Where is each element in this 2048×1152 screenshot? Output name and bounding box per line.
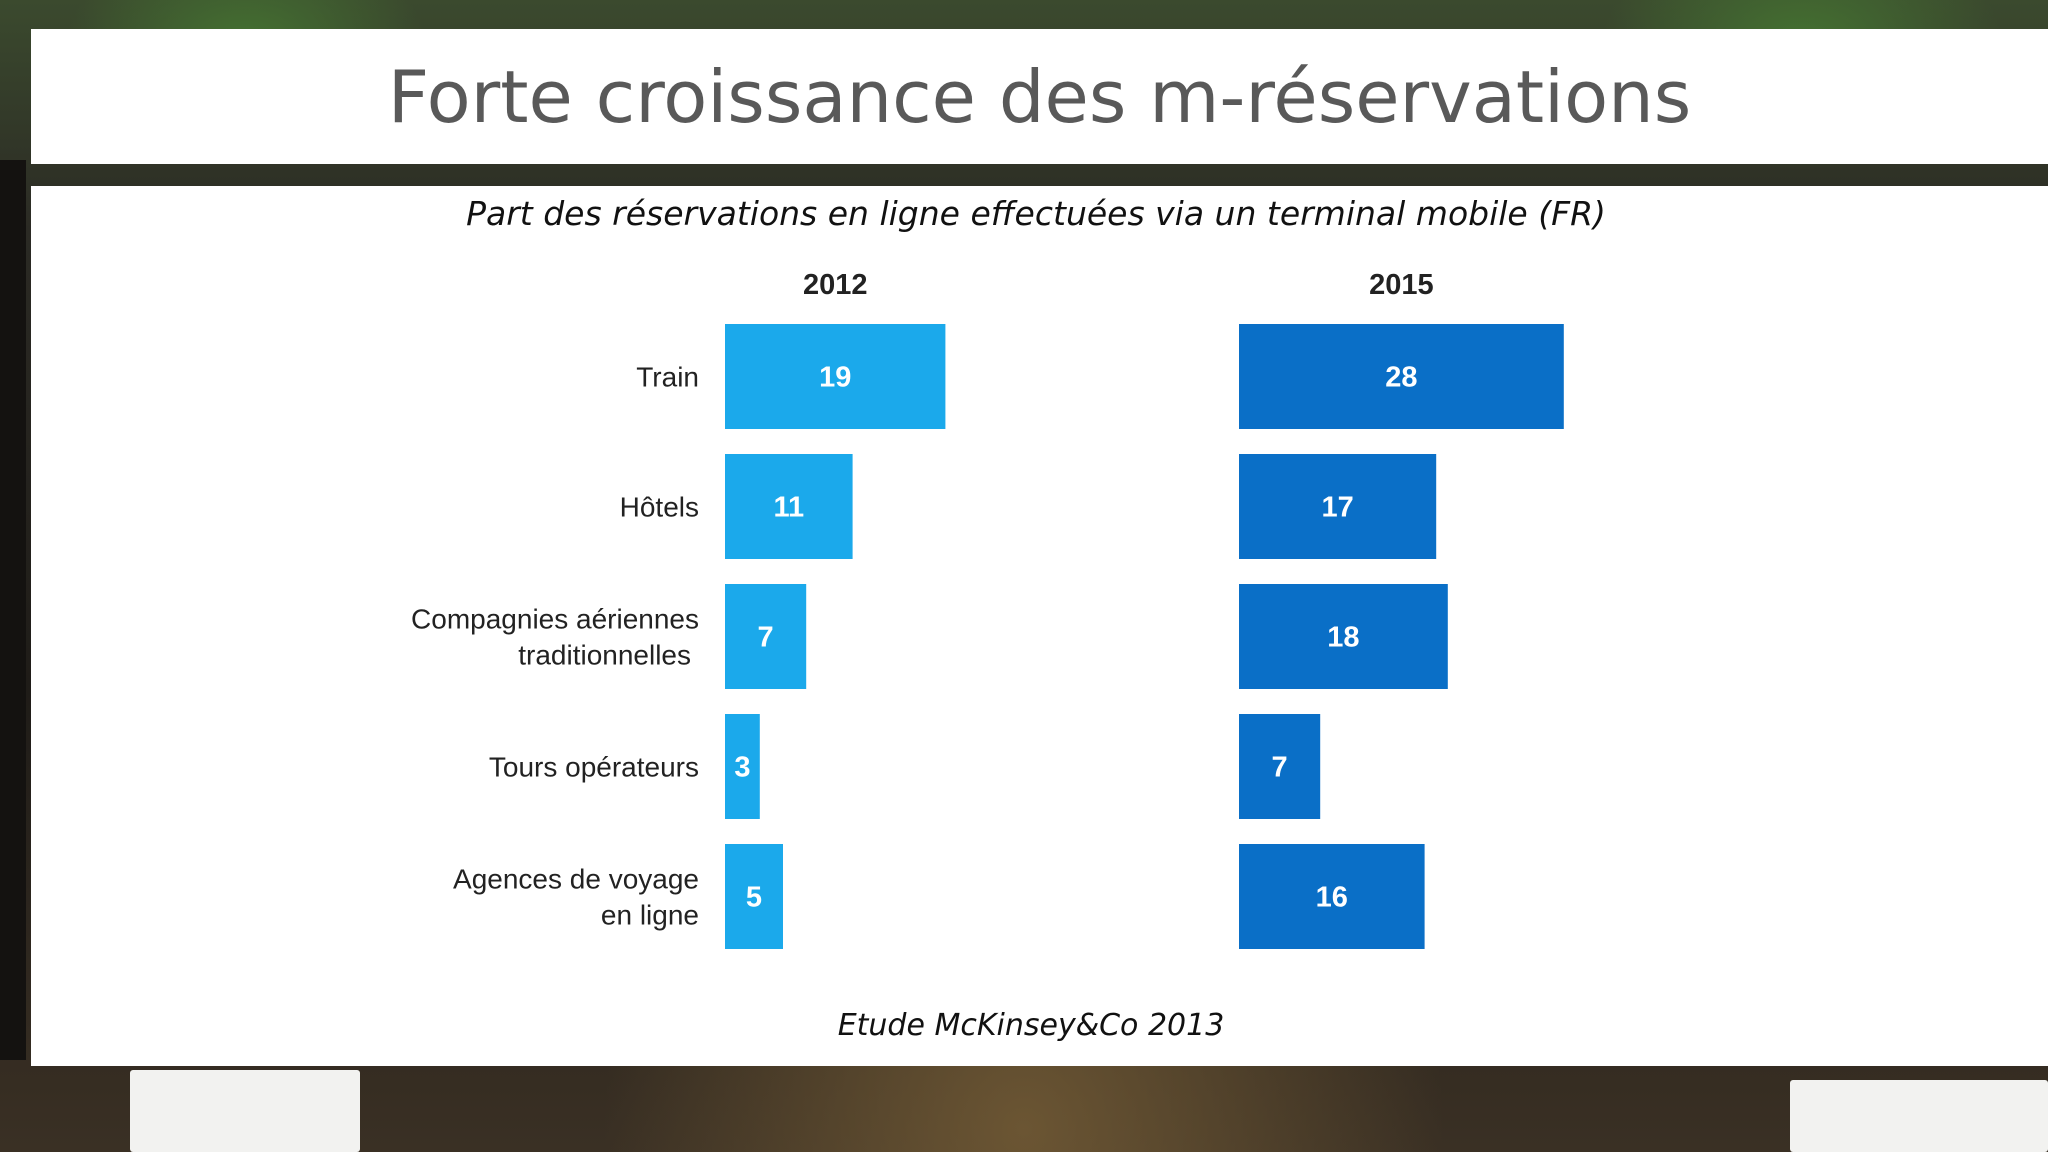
bar-2012-2 [725,584,807,689]
bar-value-label: 5 [746,882,762,914]
bar-2012-4 [725,844,783,949]
bar-value-label: 28 [1385,362,1417,394]
category-label: Tours opérateurs [489,752,699,783]
title-panel: Forte croissance des m-réservations [31,29,2048,164]
bar-2015-4 [1239,844,1425,949]
bar-value-label: 16 [1316,882,1348,914]
bar-value-label: 3 [734,752,750,784]
background-post [0,160,26,1060]
chart-subtitle: Part des réservations en ligne effectuée… [466,194,1606,233]
bar-value-label: 7 [1272,752,1288,784]
category-label: Train [636,362,699,393]
category-label: traditionnelles [518,640,691,671]
bar-2015-1 [1239,454,1437,559]
category-label: Hôtels [620,492,699,523]
bar-2012-1 [725,454,853,559]
background-table [130,1070,360,1152]
category-label: en ligne [601,900,699,931]
slide-title: Forte croissance des m-réservations [387,54,1692,139]
background-table [1790,1080,2048,1152]
bar-2015-2 [1239,584,1448,689]
bar-value-label: 17 [1321,492,1353,524]
bar-value-label: 11 [773,492,804,524]
bar-2015-3 [1239,714,1321,819]
bar-value-label: 19 [819,362,851,394]
bar-value-label: 18 [1327,622,1359,654]
bar-chart: 2012 19 11 7 3 5 2015 28 17 18 7 16 Train Hôtels Compa… [411,269,1564,949]
bar-2012-0 [725,324,946,429]
category-label: Agences de voyage [453,864,699,895]
bar-2012-3 [725,714,760,819]
source-note: Etude McKinsey&Co 2013 [837,1008,1225,1043]
category-label: Compagnies aériennes [411,604,699,635]
chart-panel: Part des réservations en ligne effectuée… [31,186,2048,1066]
bar-2015-0 [1239,324,1564,429]
panel-header-2012: 2012 [803,269,868,301]
bar-value-label: 7 [758,622,774,654]
panel-header-2015: 2015 [1369,269,1434,301]
